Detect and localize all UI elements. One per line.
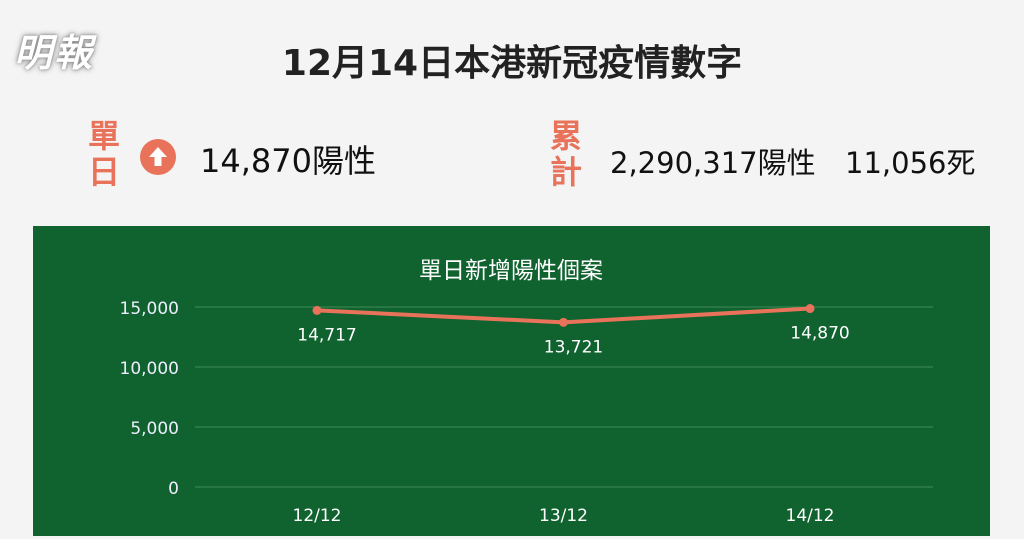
cumulative-label: 累 計 — [548, 118, 584, 190]
cumulative-label-2: 計 — [549, 153, 582, 191]
page-title: 12月14日本港新冠疫情數字 — [281, 43, 743, 84]
y-tick-label: 10,000 — [120, 359, 179, 379]
data-point — [805, 304, 815, 314]
chart-svg: 單日新增陽性個案 0 5,000 10,000 15,000 14,717 12/12 13,… — [120, 258, 933, 526]
daily-cases-chart: 單日新增陽性個案 0 5,000 10,000 15,000 14,717 12/12 13,… — [33, 226, 990, 536]
data-label: 14,717 — [297, 325, 356, 345]
cumulative-label-1: 累 — [549, 117, 582, 155]
x-tick-label: 12/12 — [293, 506, 342, 526]
x-tick-label: 14/12 — [786, 506, 835, 526]
cumulative-positive: 2,290,317陽性 — [610, 146, 816, 180]
arrow-up-circle-icon — [140, 139, 176, 175]
daily-label-1: 單 — [87, 117, 120, 155]
logo: 明報 — [14, 30, 95, 75]
data-point — [559, 317, 568, 327]
x-tick-label: 13/12 — [539, 506, 588, 526]
cumulative-deaths: 11,056死 — [845, 146, 976, 180]
chart-title: 單日新增陽性個案 — [419, 258, 603, 284]
daily-positive: 14,870陽性 — [200, 142, 376, 180]
y-tick-label: 5,000 — [130, 419, 179, 439]
data-point — [312, 305, 322, 315]
data-label: 14,870 — [790, 324, 849, 344]
data-label: 13,721 — [544, 337, 603, 357]
daily-label: 單 日 — [86, 118, 122, 190]
y-tick-label: 15,000 — [120, 299, 179, 319]
daily-label-2: 日 — [87, 153, 120, 191]
y-tick-label: 0 — [168, 479, 179, 499]
